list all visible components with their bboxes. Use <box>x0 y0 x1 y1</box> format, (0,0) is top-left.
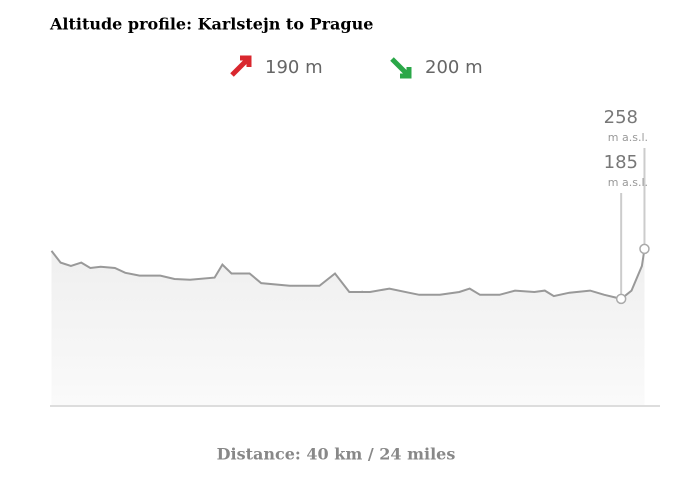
marker-value: 258 <box>604 107 638 128</box>
footer: Distance: 40 km / 24 miles <box>217 445 456 464</box>
chart-title: Altitude profile: Karlstejn to Prague <box>49 15 373 34</box>
marker-point <box>615 293 627 305</box>
marker-value: 185 <box>604 152 638 173</box>
marker-unit: m a.s.l. <box>608 131 648 144</box>
descent: 200 m <box>425 57 483 78</box>
marker-point <box>639 243 650 255</box>
area-fill <box>51 248 645 405</box>
marker-unit: m a.s.l. <box>608 176 648 189</box>
altitude-line <box>50 248 646 300</box>
descent-icon <box>390 57 412 79</box>
ascent-icon <box>230 55 252 77</box>
ascent: 190 m <box>265 57 323 78</box>
